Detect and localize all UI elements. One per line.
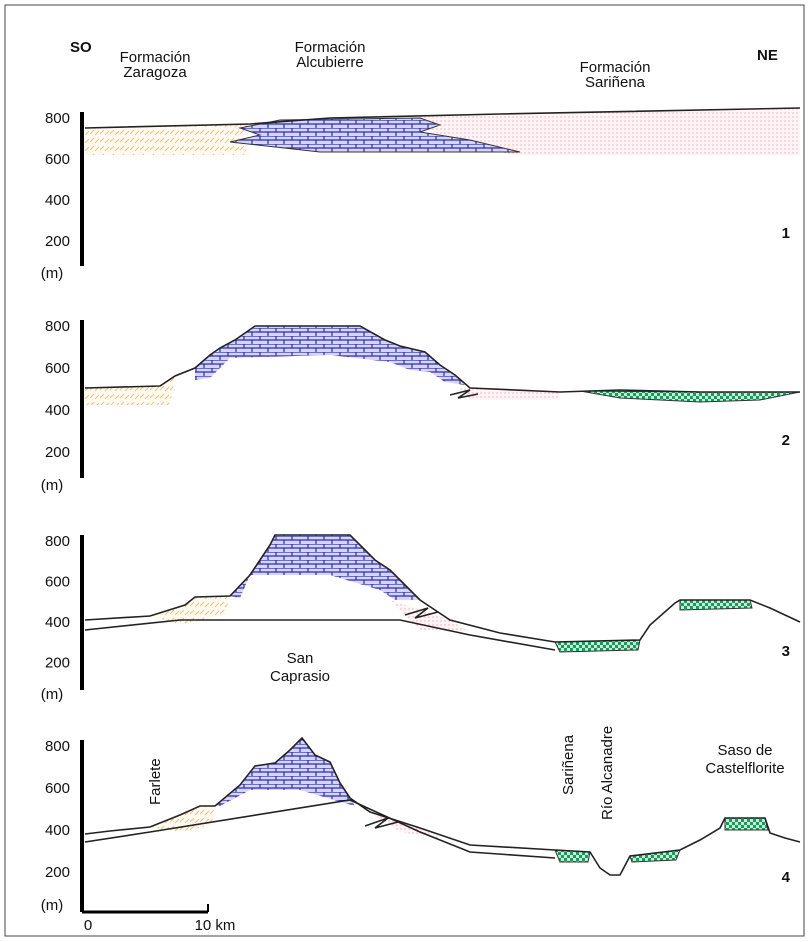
tick-label: 200 (45, 655, 70, 672)
tick-label: 400 (45, 614, 70, 631)
scale-label: 0 (84, 917, 92, 934)
tick-label: 400 (45, 402, 70, 419)
tick-label: 600 (45, 360, 70, 377)
panel-4 (84, 736, 801, 876)
frame (4, 4, 805, 937)
tick-label: 200 (45, 444, 70, 461)
panel-number: 1 (782, 225, 790, 242)
unit-label: (m) (41, 897, 64, 914)
header-left: SO (70, 39, 92, 56)
formation-label: Alcubierre (296, 54, 364, 71)
tick-label: 800 (45, 318, 70, 335)
tick-label: 800 (45, 738, 70, 755)
formation-label: Formación (295, 39, 366, 56)
formation-label: Formación (120, 49, 191, 66)
place-label: San (287, 650, 314, 667)
place-label: Río Alcanadre (599, 726, 616, 820)
formation-label: Zaragoza (123, 64, 187, 81)
unit-label: (m) (41, 477, 64, 494)
formation-label: Formación (580, 59, 651, 76)
panel-2 (84, 325, 801, 405)
panel-number: 4 (782, 869, 791, 886)
tick-label: 600 (45, 574, 70, 591)
tick-label: 800 (45, 110, 70, 127)
panel-3 (84, 534, 801, 653)
panel-number: 2 (782, 432, 790, 449)
axes (80, 112, 209, 914)
tick-label: 600 (45, 151, 70, 168)
place-label: Farlete (147, 758, 164, 805)
panel-1 (84, 107, 801, 155)
scale-label: 10 km (195, 917, 236, 934)
tick-label: 800 (45, 533, 70, 550)
tick-label: 400 (45, 822, 70, 839)
tick-label: 200 (45, 233, 70, 250)
place-label: Caprasio (270, 668, 330, 685)
place-label: Saso de (717, 742, 772, 759)
tick-label: 600 (45, 780, 70, 797)
tick-label: 400 (45, 192, 70, 209)
panel-number: 3 (782, 643, 790, 660)
unit-label: (m) (41, 265, 64, 282)
header-right: NE (757, 47, 778, 64)
place-label: Sariñena (560, 734, 577, 795)
tick-label: 200 (45, 864, 70, 881)
formation-label: Sariñena (585, 74, 646, 91)
unit-label: (m) (41, 686, 64, 703)
place-label: Castelflorite (705, 760, 784, 777)
